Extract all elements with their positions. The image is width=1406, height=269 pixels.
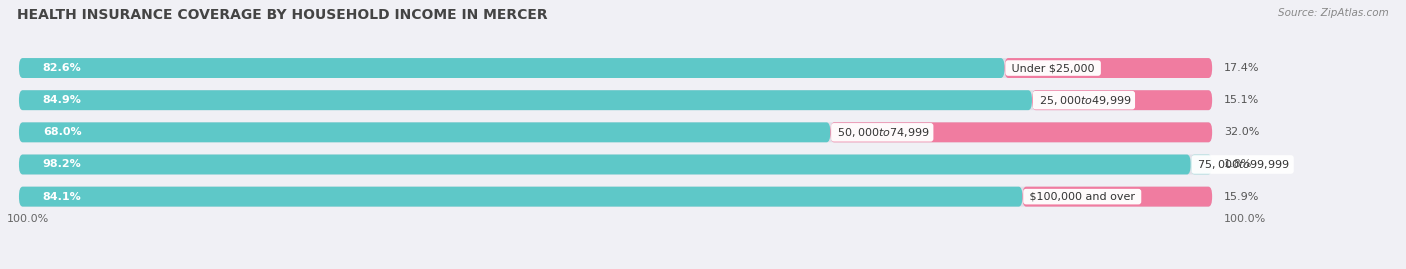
Text: $50,000 to $74,999: $50,000 to $74,999 <box>834 126 931 139</box>
Text: 84.9%: 84.9% <box>42 95 82 105</box>
Text: $100,000 and over: $100,000 and over <box>1026 192 1139 202</box>
Text: Under $25,000: Under $25,000 <box>1008 63 1098 73</box>
Text: $25,000 to $49,999: $25,000 to $49,999 <box>1036 94 1132 107</box>
FancyBboxPatch shape <box>18 122 831 142</box>
Text: 68.0%: 68.0% <box>42 127 82 137</box>
Text: 32.0%: 32.0% <box>1225 127 1260 137</box>
FancyBboxPatch shape <box>18 154 1212 175</box>
Text: 98.2%: 98.2% <box>42 160 82 169</box>
Text: 100.0%: 100.0% <box>7 214 49 224</box>
FancyBboxPatch shape <box>18 58 1004 78</box>
Text: HEALTH INSURANCE COVERAGE BY HOUSEHOLD INCOME IN MERCER: HEALTH INSURANCE COVERAGE BY HOUSEHOLD I… <box>17 8 547 22</box>
Text: 84.1%: 84.1% <box>42 192 82 202</box>
Text: 17.4%: 17.4% <box>1225 63 1260 73</box>
FancyBboxPatch shape <box>18 187 1212 207</box>
FancyBboxPatch shape <box>1191 154 1212 175</box>
FancyBboxPatch shape <box>18 154 1191 175</box>
Text: 15.9%: 15.9% <box>1225 192 1260 202</box>
FancyBboxPatch shape <box>18 58 1212 78</box>
FancyBboxPatch shape <box>831 122 1212 142</box>
FancyBboxPatch shape <box>1022 187 1212 207</box>
Text: Source: ZipAtlas.com: Source: ZipAtlas.com <box>1278 8 1389 18</box>
Text: 100.0%: 100.0% <box>1225 214 1267 224</box>
Text: 15.1%: 15.1% <box>1225 95 1260 105</box>
FancyBboxPatch shape <box>18 187 1022 207</box>
FancyBboxPatch shape <box>18 90 1212 110</box>
FancyBboxPatch shape <box>18 122 1212 142</box>
Text: $75,000 to $99,999: $75,000 to $99,999 <box>1194 158 1291 171</box>
Text: 82.6%: 82.6% <box>42 63 82 73</box>
Text: 1.8%: 1.8% <box>1225 160 1253 169</box>
FancyBboxPatch shape <box>1004 58 1212 78</box>
FancyBboxPatch shape <box>18 90 1032 110</box>
FancyBboxPatch shape <box>1032 90 1212 110</box>
